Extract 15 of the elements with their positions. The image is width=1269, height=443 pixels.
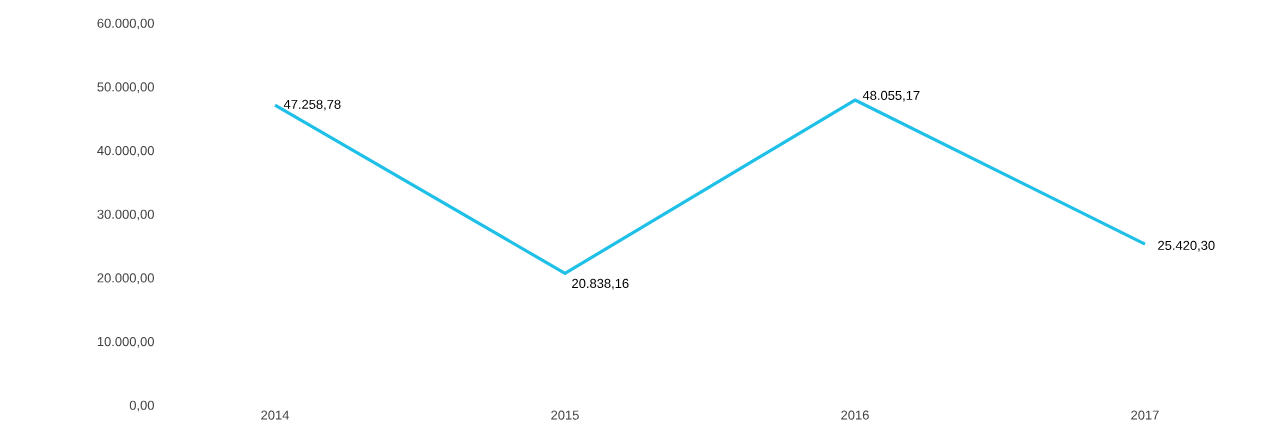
x-tick-label: 2017 bbox=[1131, 410, 1159, 420]
data-label: 47.258,78 bbox=[283, 99, 341, 111]
x-tick-label: 2015 bbox=[551, 410, 579, 420]
y-tick-label: 0,00 bbox=[129, 400, 154, 412]
y-tick-label: 20.000,00 bbox=[97, 273, 154, 285]
y-tick-label: 10.000,00 bbox=[97, 336, 154, 348]
y-tick-label: 50.000,00 bbox=[97, 82, 154, 94]
x-tick-label: 2014 bbox=[261, 410, 290, 420]
data-label: 48.055,17 bbox=[862, 90, 920, 102]
x-tick-label: 2016 bbox=[841, 410, 869, 420]
data-label: 25.420,30 bbox=[1158, 240, 1215, 252]
y-tick-label: 60.000,00 bbox=[97, 18, 154, 30]
y-tick-label: 40.000,00 bbox=[97, 145, 154, 157]
data-label: 20.838,16 bbox=[572, 278, 629, 290]
y-tick-label: 30.000,00 bbox=[97, 209, 154, 221]
